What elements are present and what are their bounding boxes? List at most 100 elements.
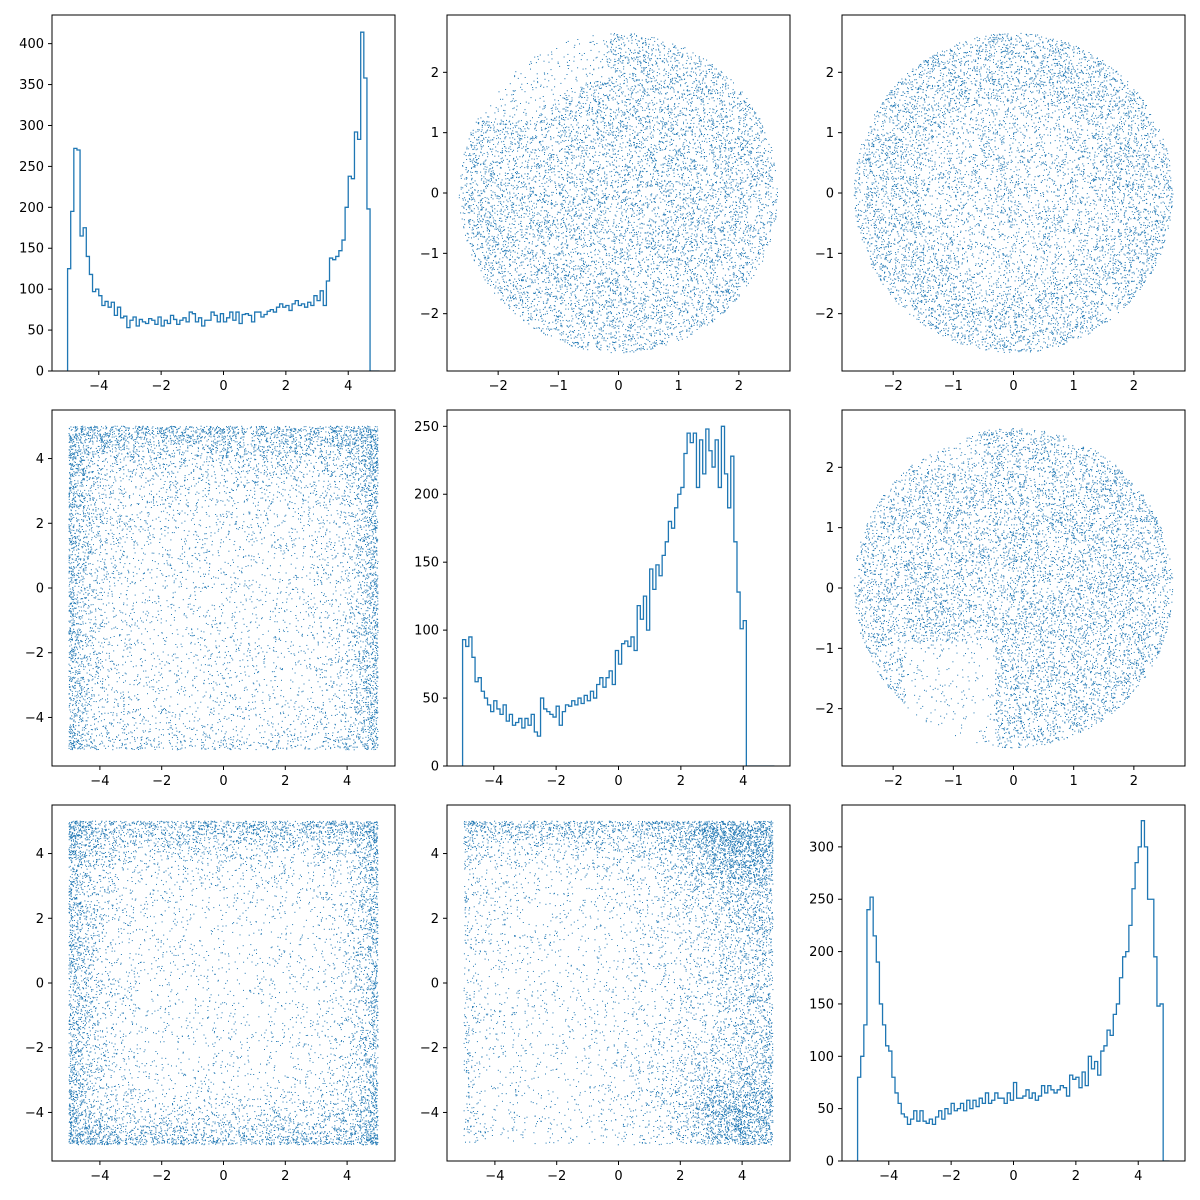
scatter-point [719,100,721,102]
scatter-point [635,74,637,76]
scatter-point [472,228,474,230]
scatter-point [528,201,530,203]
scatter-point [749,262,750,263]
scatter-point [607,278,609,280]
scatter-point [651,152,653,154]
scatter-point [700,241,701,242]
scatter-point [659,262,661,264]
scatter-point [683,321,685,323]
scatter-point [512,256,513,258]
scatter-point [484,265,486,267]
scatter-point [640,251,642,253]
scatter-point [588,316,590,317]
scatter-point [540,330,542,332]
scatter-point [534,236,536,238]
scatter-point [548,169,550,171]
scatter-point [621,111,623,113]
scatter-point [611,319,613,321]
scatter-point [587,345,589,347]
scatter-point [602,282,603,284]
scatter-point [645,256,647,258]
scatter-point [751,147,753,149]
scatter-point [592,155,593,157]
scatter-point [560,325,562,327]
scatter-point [721,142,722,144]
scatter-point [480,220,482,222]
scatter-point [706,59,708,61]
scatter-point [497,205,499,206]
scatter-point [645,240,647,242]
scatter-point [485,131,487,133]
scatter-point [597,81,599,83]
scatter-point [576,313,578,315]
scatter-point [509,306,511,308]
scatter-point [573,337,575,339]
scatter-point [635,75,637,77]
scatter-point [742,149,744,151]
scatter-point [530,151,532,153]
scatter-point [536,315,537,316]
scatter-point [574,231,576,233]
scatter-point [630,323,632,325]
scatter-point [743,138,745,140]
scatter-point [498,282,500,284]
scatter-point [613,219,615,221]
scatter-point [633,88,635,90]
scatter-point [555,297,557,299]
scatter-point [742,253,744,255]
scatter-point [726,180,727,182]
scatter-point [669,116,671,118]
scatter-point [717,98,719,100]
scatter-point [694,267,696,269]
scatter-point [554,271,556,272]
scatter-point [614,144,616,146]
scatter-point [470,205,472,207]
scatter-point [687,232,689,234]
scatter-point [560,224,562,226]
scatter-point [719,203,721,205]
scatter-point [758,139,760,141]
scatter-point [687,292,689,294]
scatter-point [712,192,714,194]
scatter-point [682,47,684,49]
scatter-point [603,238,605,240]
scatter-point [735,214,737,216]
scatter-point [643,181,644,183]
scatter-point [714,318,716,320]
scatter-point [646,320,648,322]
scatter-point [571,181,573,183]
scatter-point [666,292,668,294]
scatter-point [563,222,565,224]
scatter-point [671,332,673,334]
scatter-point [590,244,592,246]
scatter-point [568,320,570,322]
scatter-point [696,126,698,128]
scatter-point [538,231,540,233]
scatter-point [517,193,519,194]
scatter-point [629,166,631,168]
scatter-point [652,238,654,239]
scatter-point [741,181,743,183]
scatter-point [531,226,533,228]
scatter-point [513,284,515,286]
scatter-point [715,287,717,289]
scatter-point [483,176,485,178]
scatter-point [709,261,711,263]
scatter-point [700,237,702,239]
scatter-point [697,66,699,68]
scatter-point [673,279,675,281]
scatter-point [742,273,744,275]
scatter-point [535,274,537,276]
scatter-point [676,152,678,153]
scatter-point [637,40,639,42]
scatter-point [551,145,553,147]
scatter-point [685,270,686,272]
scatter-point [660,120,662,122]
y-tick-label: 300 [19,119,44,134]
scatter-point [622,192,624,194]
scatter-point [481,221,483,223]
scatter-point [709,242,711,244]
scatter-point [725,76,727,78]
scatter-point [637,219,639,221]
scatter-point [502,250,504,252]
